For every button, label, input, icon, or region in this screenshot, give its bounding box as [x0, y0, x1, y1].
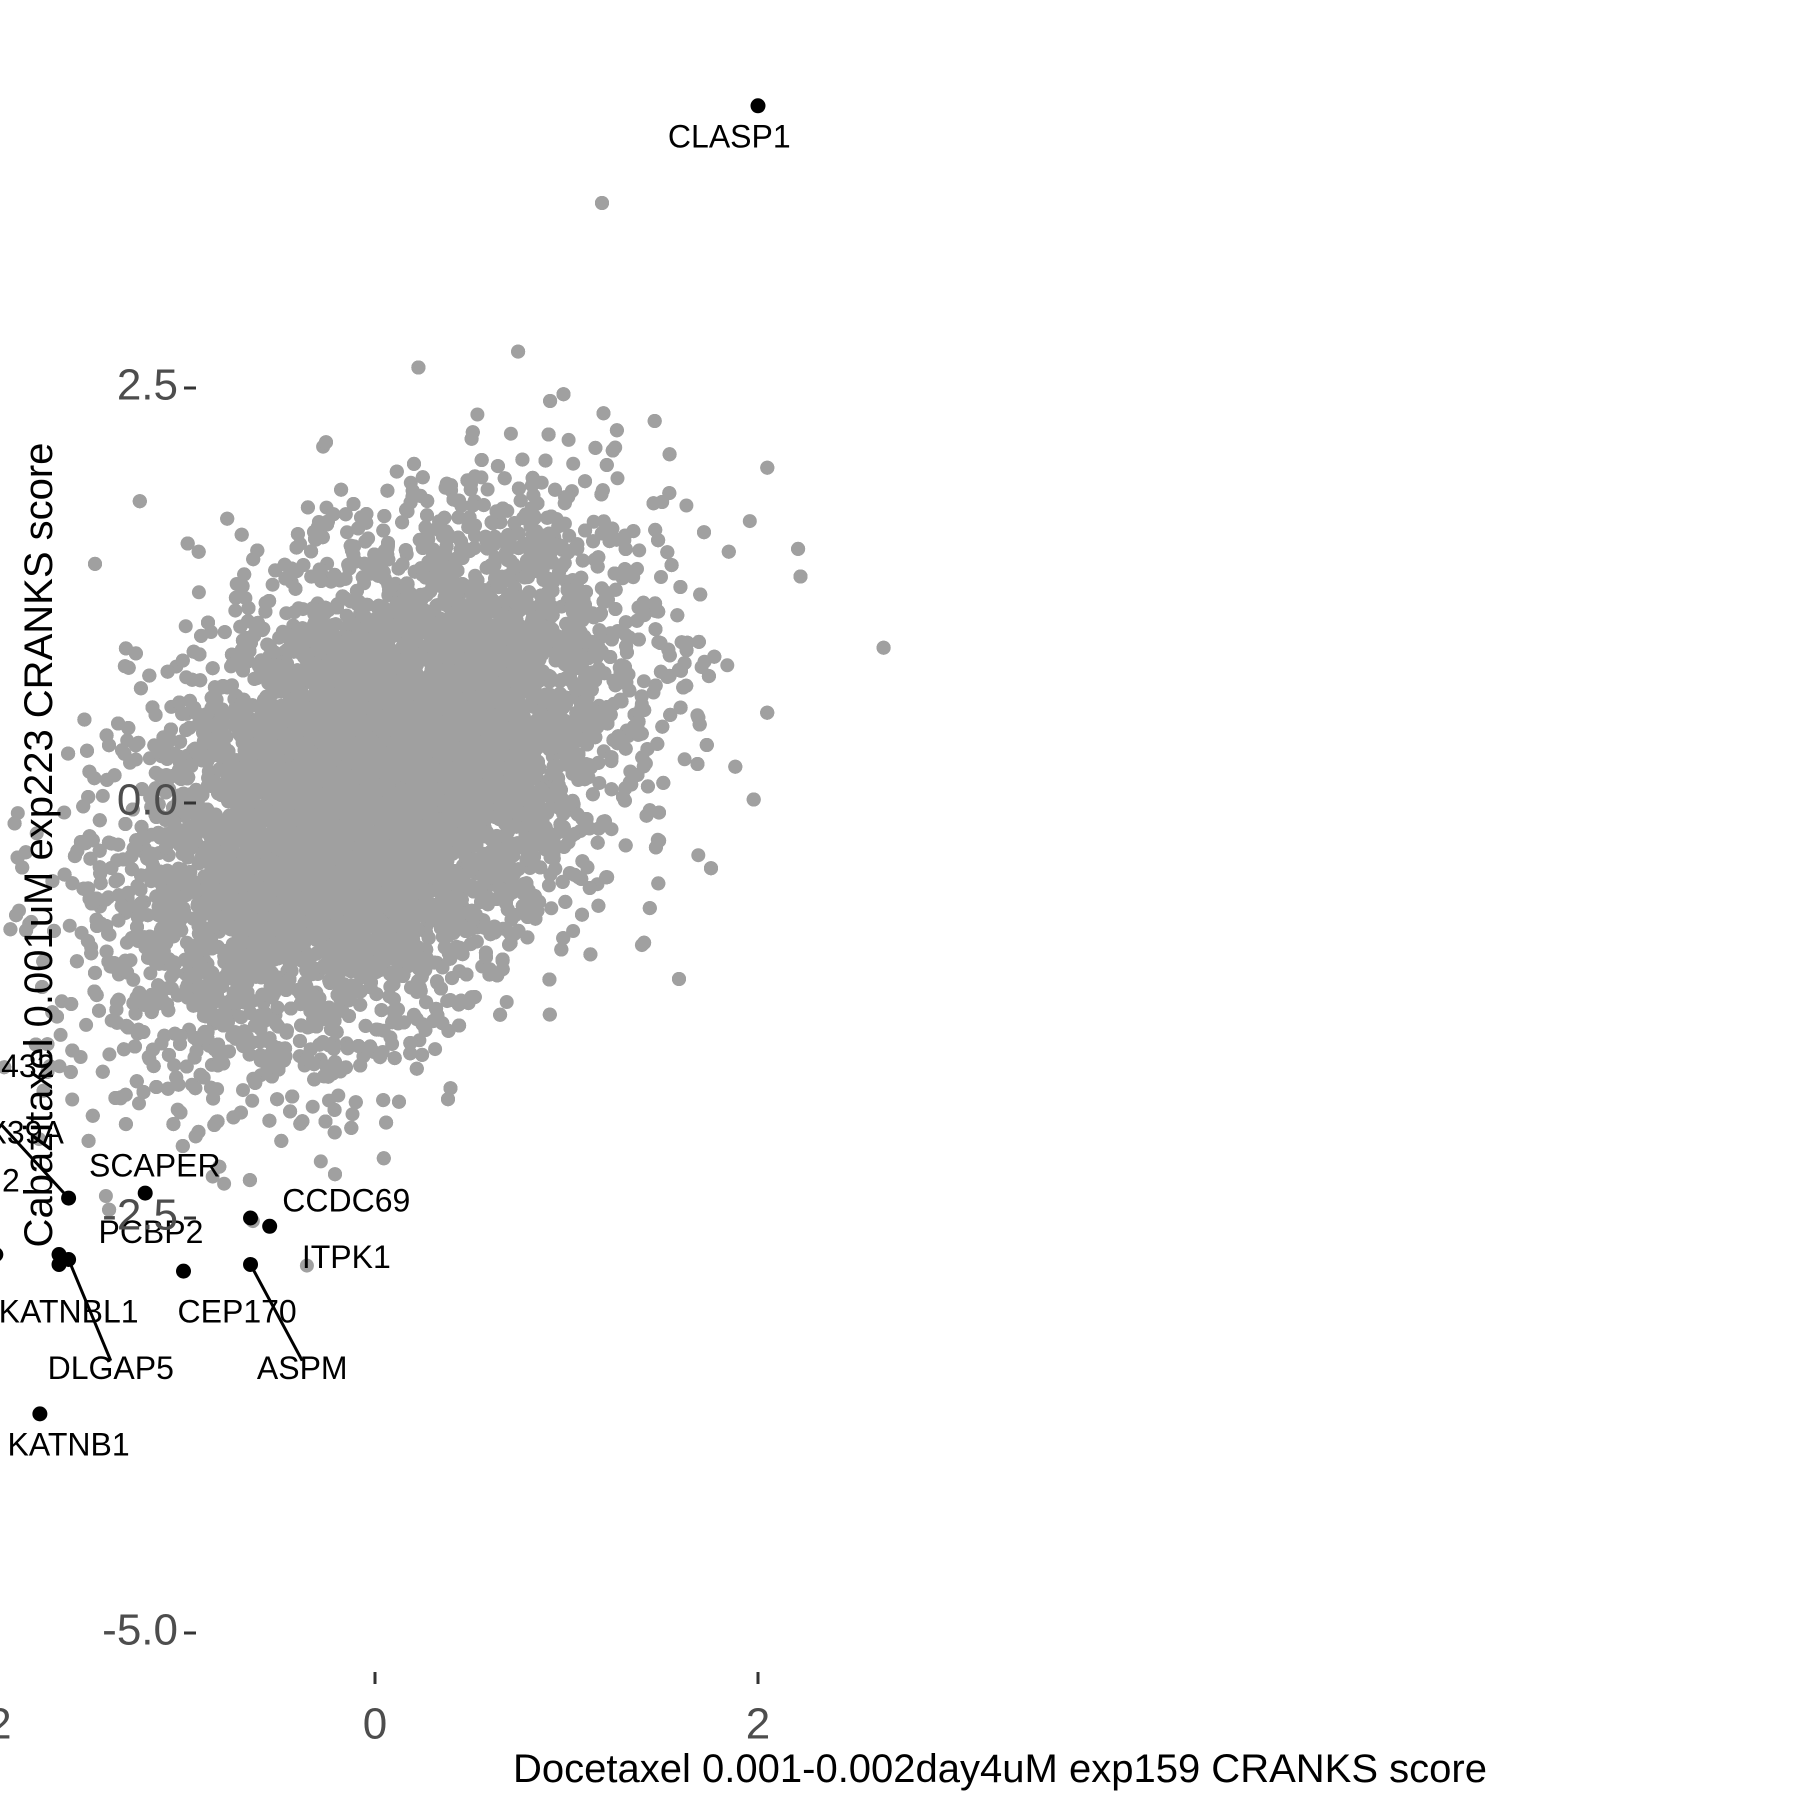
background-point	[632, 543, 647, 558]
background-point	[630, 561, 644, 576]
background-point	[742, 514, 757, 529]
background-point	[32, 1132, 47, 1147]
background-point	[205, 1169, 220, 1184]
background-point	[470, 407, 485, 422]
background-point	[217, 1176, 232, 1191]
background-point	[245, 1093, 260, 1108]
background-point	[340, 525, 354, 540]
background-point	[305, 1099, 320, 1114]
background-point	[228, 603, 243, 618]
background-point	[178, 619, 193, 634]
background-point	[561, 432, 576, 447]
background-point	[428, 1042, 443, 1057]
background-point	[102, 1047, 117, 1062]
background-point	[345, 1107, 360, 1122]
background-point	[679, 498, 694, 513]
background-point	[566, 456, 581, 471]
background-point	[586, 514, 601, 529]
background-point	[503, 426, 518, 441]
background-point	[592, 776, 607, 790]
background-points	[0, 196, 891, 1273]
background-point	[654, 570, 668, 584]
background-point	[236, 1083, 250, 1098]
background-point	[383, 1030, 398, 1045]
background-point	[57, 805, 72, 820]
background-point	[65, 1092, 80, 1107]
background-point	[636, 674, 651, 689]
background-point	[566, 924, 581, 938]
background-point	[610, 471, 625, 486]
background-point	[541, 878, 556, 893]
background-point	[53, 1027, 68, 1042]
background-point	[480, 482, 495, 497]
background-point	[313, 1154, 328, 1169]
background-point	[132, 1096, 146, 1111]
background-point	[265, 577, 280, 592]
background-point	[299, 1258, 314, 1273]
background-point	[191, 585, 206, 600]
background-point	[98, 1189, 113, 1203]
background-point	[62, 918, 77, 933]
background-point	[29, 826, 44, 841]
background-point	[677, 752, 692, 767]
background-point	[79, 1017, 94, 1032]
background-point	[95, 788, 110, 803]
background-point	[499, 995, 514, 1009]
background-point	[720, 658, 735, 673]
background-point	[143, 966, 158, 981]
background-point	[128, 752, 143, 767]
background-point	[544, 901, 559, 916]
background-point	[691, 848, 706, 863]
